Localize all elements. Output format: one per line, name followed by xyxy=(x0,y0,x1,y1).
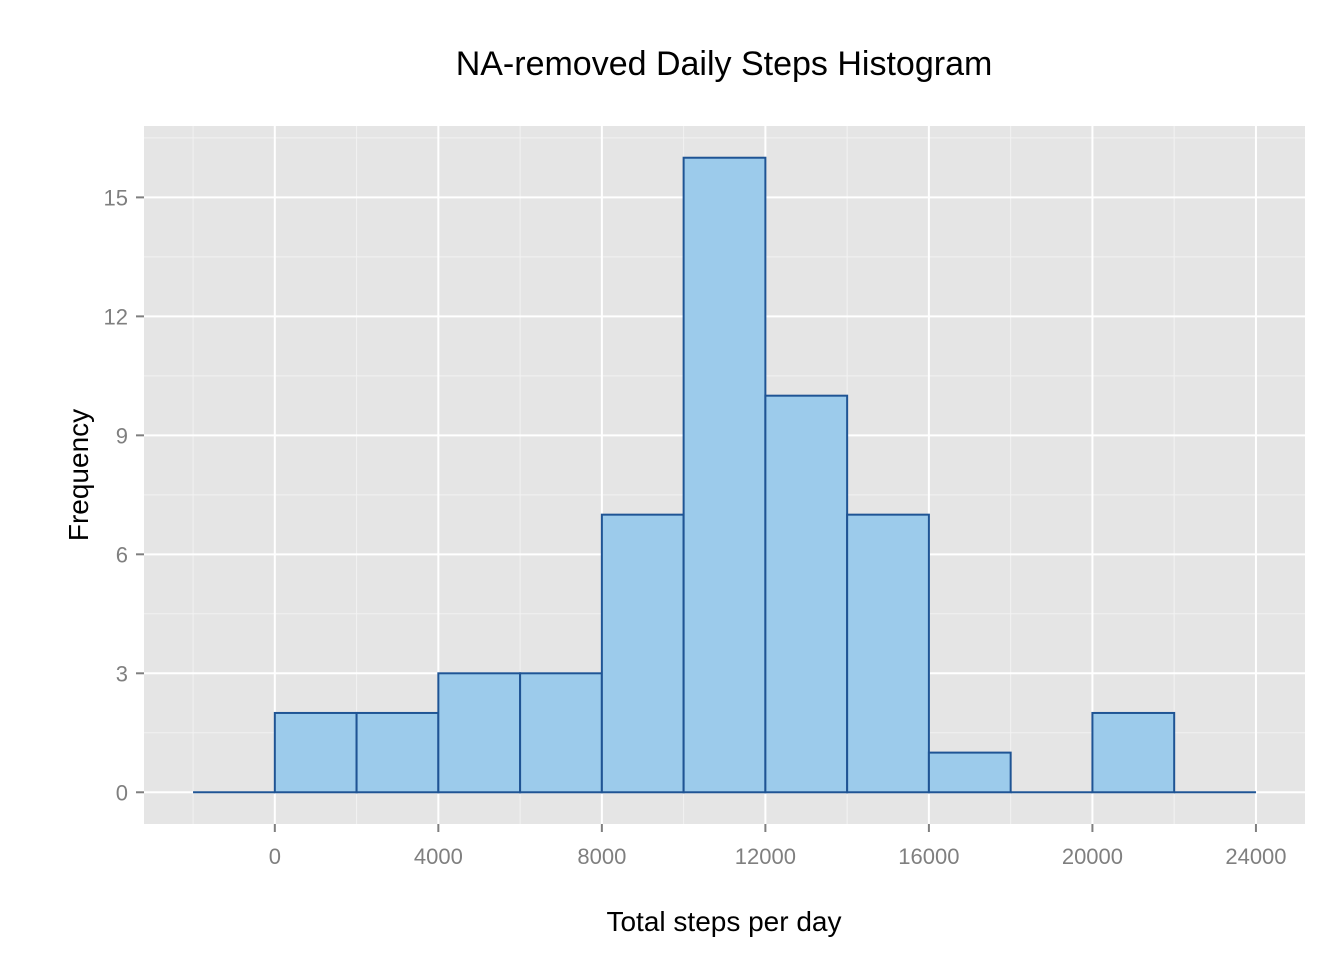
x-axis: 0 4000 8000 12000 16000 20000 24000 xyxy=(269,824,1287,869)
y-tick-label: 3 xyxy=(116,661,128,686)
y-tick-label: 15 xyxy=(104,185,128,210)
x-tick-label: 20000 xyxy=(1062,844,1123,869)
x-tick-label: 12000 xyxy=(735,844,796,869)
histogram-bar xyxy=(600,513,685,794)
chart-title: NA-removed Daily Steps Histogram xyxy=(456,45,993,83)
histogram-bar xyxy=(927,751,1012,794)
histogram-bar xyxy=(846,513,930,794)
histogram-bar xyxy=(764,394,849,794)
histogram-bar xyxy=(437,672,522,794)
histogram-bar xyxy=(355,711,440,794)
x-tick-label: 0 xyxy=(269,844,281,869)
y-tick-label: 6 xyxy=(116,542,128,567)
histogram-bar xyxy=(1091,711,1176,794)
histogram-bars xyxy=(193,156,1256,794)
x-tick-label: 24000 xyxy=(1225,844,1286,869)
histogram-bar xyxy=(519,672,603,794)
y-tick-label: 9 xyxy=(116,423,128,448)
x-tick-label: 16000 xyxy=(898,844,959,869)
histogram-bar xyxy=(682,156,767,794)
y-axis-title: Frequency xyxy=(63,409,94,541)
y-axis: 0 3 6 9 12 15 xyxy=(104,185,144,805)
histogram-bar xyxy=(273,711,358,794)
x-tick-label: 8000 xyxy=(577,844,626,869)
y-tick-label: 0 xyxy=(116,780,128,805)
x-tick-label: 4000 xyxy=(414,844,463,869)
x-axis-title: Total steps per day xyxy=(606,906,841,937)
y-tick-label: 12 xyxy=(104,304,128,329)
